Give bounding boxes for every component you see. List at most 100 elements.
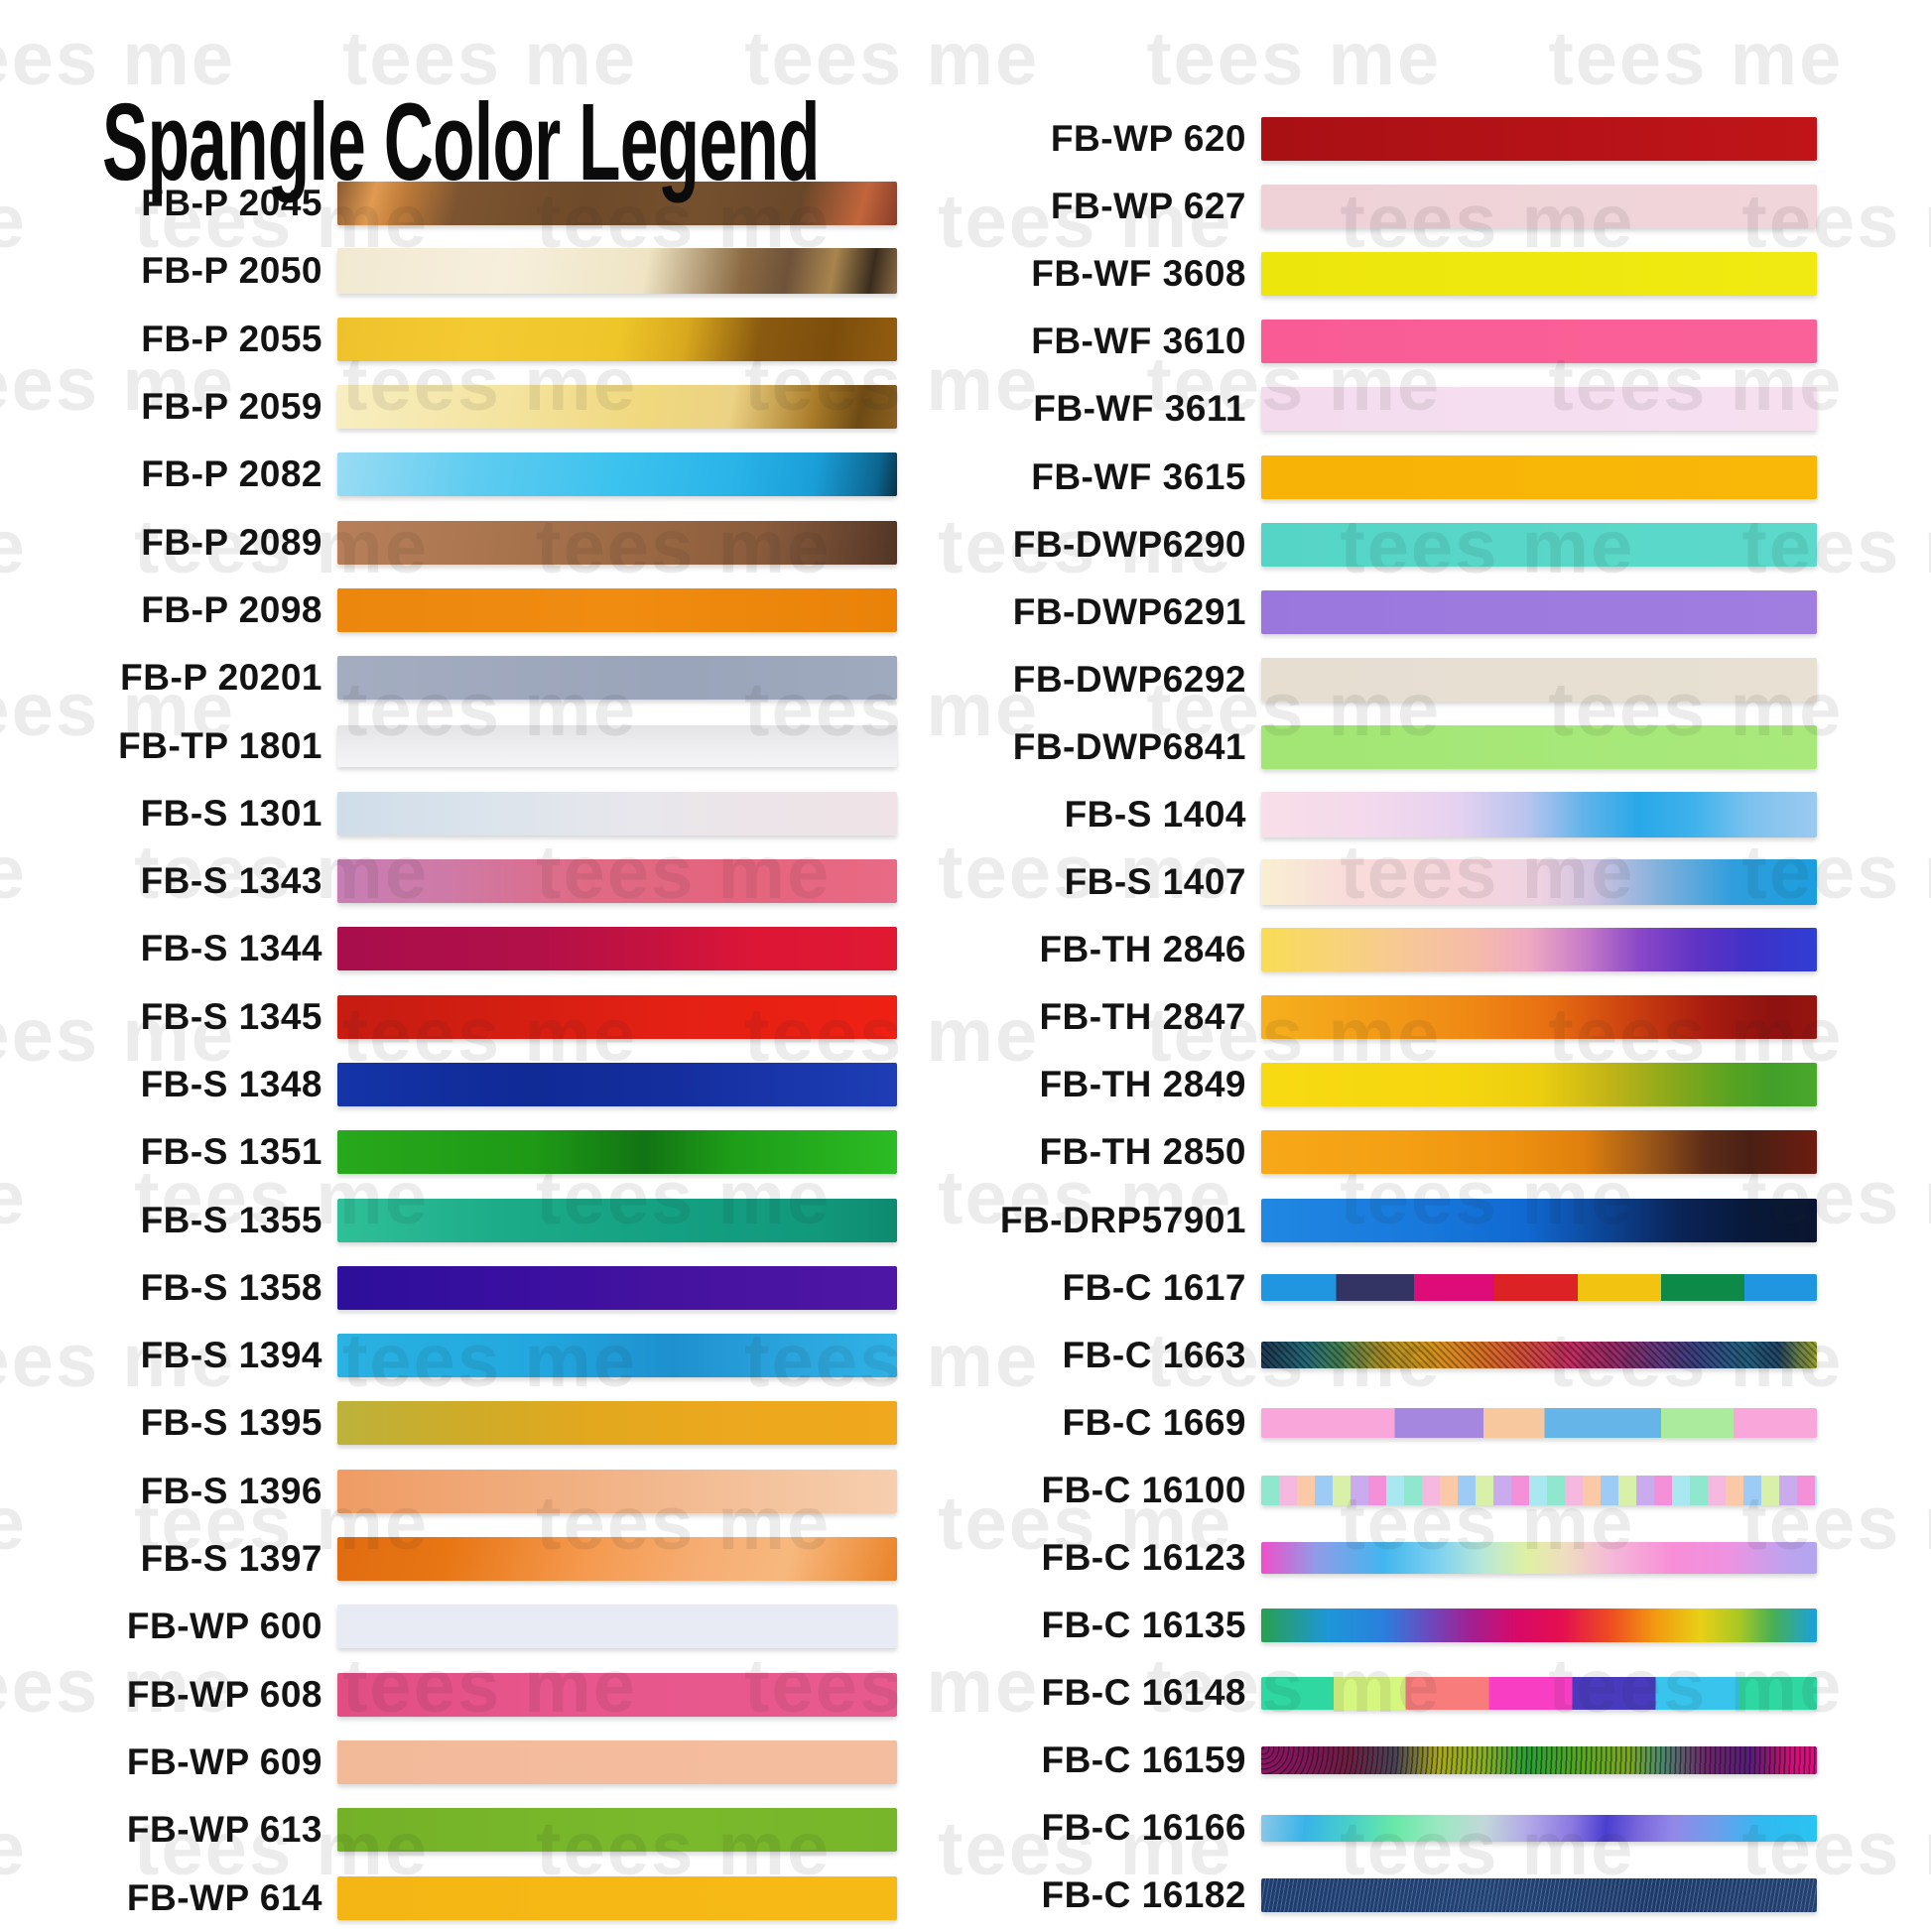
color-swatch: [1261, 185, 1817, 229]
legend-row: FB-P 2050: [58, 237, 897, 305]
legend-row: FB-C 16159: [939, 1727, 1817, 1794]
swatch-strip-wrap: [1261, 522, 1817, 567]
color-swatch: [1261, 1475, 1817, 1505]
legend-row: FB-C 16100: [939, 1457, 1817, 1524]
swatch-strip-wrap: [337, 1537, 897, 1582]
legend-row: FB-DWP6841: [939, 713, 1817, 781]
swatch-strip-wrap: [337, 1130, 897, 1175]
swatch-strip-wrap: [337, 182, 897, 226]
swatch-strip-wrap: [1261, 320, 1817, 364]
color-swatch: [337, 182, 897, 226]
legend-row: FB-P 20201: [58, 644, 897, 711]
color-swatch: [1261, 1130, 1817, 1175]
color-swatch: [1261, 589, 1817, 634]
color-swatch: [337, 248, 897, 295]
swatch-strip-wrap: [1261, 1342, 1817, 1369]
watermark-text: tees me: [0, 831, 28, 915]
legend-row: FB-DWP6292: [939, 646, 1817, 713]
swatch-label: FB-C 1669: [1062, 1401, 1246, 1443]
swatch-strip-wrap: [1261, 791, 1817, 837]
color-swatch: [1261, 117, 1817, 162]
swatch-label: FB-DWP6290: [1012, 523, 1246, 565]
swatch-label: FB-C 16159: [1041, 1739, 1246, 1781]
legend-row: FB-WP 600: [58, 1593, 897, 1660]
color-swatch: [337, 1401, 897, 1446]
swatch-strip-wrap: [1261, 1676, 1817, 1710]
color-swatch: [337, 1672, 897, 1717]
legend-row: FB-S 1395: [58, 1389, 897, 1457]
legend-row: FB-C 1663: [939, 1322, 1817, 1389]
watermark-text: tees me: [1548, 17, 1844, 101]
swatch-strip-wrap: [1261, 1198, 1817, 1242]
swatch-label: FB-DWP6841: [1012, 725, 1246, 767]
swatch-label: FB-C 1663: [1062, 1334, 1246, 1375]
legend-row: FB-C 16123: [939, 1524, 1817, 1592]
swatch-strip-wrap: [1261, 1063, 1817, 1107]
swatch-strip-wrap: [337, 317, 897, 361]
legend-row: FB-S 1351: [58, 1118, 897, 1186]
swatch-label: FB-P 2089: [141, 521, 322, 563]
legend-row: FB-P 2055: [58, 306, 897, 373]
swatch-label: FB-DWP6292: [1012, 658, 1246, 700]
color-swatch: [1261, 1676, 1817, 1710]
swatch-label: FB-S 1404: [1064, 793, 1246, 835]
swatch-label: FB-S 1396: [140, 1470, 322, 1511]
legend-row: FB-S 1396: [58, 1458, 897, 1525]
swatch-label: FB-WP 600: [126, 1606, 322, 1647]
swatch-label: FB-WP 614: [126, 1876, 322, 1918]
swatch-strip-wrap: [1261, 1407, 1817, 1438]
swatch-label: FB-WF 3610: [1031, 321, 1246, 362]
swatch-label: FB-S 1407: [1064, 861, 1246, 903]
legend-row: FB-TP 1801: [58, 711, 897, 779]
legend-row: FB-S 1301: [58, 780, 897, 847]
legend-row: FB-C 1669: [939, 1389, 1817, 1457]
swatch-strip-wrap: [337, 452, 897, 497]
swatch-label: FB-TH 2850: [1039, 1131, 1246, 1173]
color-swatch: [337, 587, 897, 632]
swatch-strip-wrap: [1261, 1814, 1817, 1842]
swatch-strip-wrap: [337, 1739, 897, 1784]
swatch-label: FB-C 16135: [1041, 1605, 1246, 1646]
swatch-strip-wrap: [1261, 387, 1817, 432]
swatch-strip-wrap: [337, 791, 897, 836]
swatch-label: FB-WF 3611: [1033, 388, 1246, 430]
legend-row: FB-S 1355: [58, 1186, 897, 1253]
watermark-text: tees me: [0, 1807, 28, 1891]
swatch-strip-wrap: [1261, 185, 1817, 229]
legend-row: FB-P 2098: [58, 577, 897, 644]
legend-column-right: FB-WP 620 FB-WP 627 FB-WF 3608 FB-WF 3610 FB…: [939, 105, 1817, 1930]
color-swatch: [1261, 522, 1817, 567]
legend-row: FB-P 2089: [58, 508, 897, 576]
color-swatch: [1261, 320, 1817, 364]
color-swatch: [1261, 1814, 1817, 1842]
color-swatch: [1261, 387, 1817, 432]
color-swatch: [337, 994, 897, 1039]
swatch-strip-wrap: [337, 927, 897, 971]
legend-row: FB-S 1345: [58, 983, 897, 1051]
swatch-label: FB-WF 3608: [1031, 253, 1246, 295]
legend-row: FB-DWP6290: [939, 511, 1817, 579]
swatch-label: FB-P 2082: [141, 453, 322, 495]
swatch-label: FB-DWP6291: [1012, 590, 1246, 632]
legend-row: FB-S 1394: [58, 1322, 897, 1389]
swatch-label: FB-WP 608: [126, 1673, 322, 1715]
legend-row: FB-P 2045: [58, 170, 897, 237]
legend-column-left: FB-P 2045 FB-P 2050 FB-P 2055 FB-P 2059 FB-P…: [58, 170, 897, 1932]
color-swatch: [1261, 1342, 1817, 1369]
color-swatch: [337, 452, 897, 497]
color-swatch: [1261, 657, 1817, 702]
swatch-strip-wrap: [337, 1672, 897, 1717]
swatch-label: FB-P 2050: [141, 250, 322, 292]
color-swatch: [1261, 1746, 1817, 1775]
swatch-strip-wrap: [1261, 657, 1817, 702]
swatch-label: FB-P 2055: [141, 318, 322, 359]
swatch-strip-wrap: [337, 1605, 897, 1649]
swatch-strip-wrap: [1261, 117, 1817, 162]
legend-row: FB-WF 3615: [939, 443, 1817, 510]
swatch-strip-wrap: [337, 248, 897, 295]
swatch-label: FB-S 1358: [140, 1266, 322, 1308]
watermark-text: tees me: [0, 1156, 28, 1240]
swatch-label: FB-S 1395: [140, 1402, 322, 1444]
color-swatch: [1261, 928, 1817, 972]
